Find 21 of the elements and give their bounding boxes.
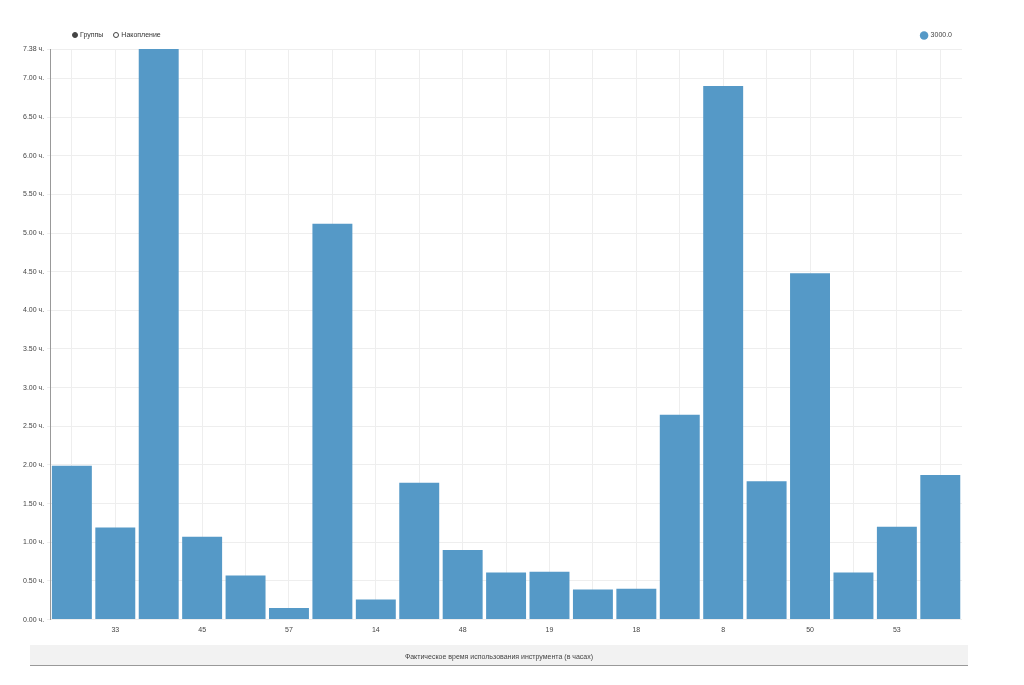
bar (790, 273, 830, 620)
bar (833, 572, 874, 620)
bar (182, 536, 223, 620)
bar (269, 608, 309, 620)
bar (442, 550, 483, 620)
bar (659, 414, 700, 620)
bar (876, 526, 917, 620)
bar (703, 86, 744, 620)
bar (138, 49, 179, 620)
bar (616, 588, 657, 620)
bar (399, 482, 440, 620)
bar (529, 571, 570, 620)
bar (355, 599, 396, 620)
bar (312, 223, 353, 620)
bar (225, 575, 266, 620)
bar (486, 572, 527, 620)
bar (572, 589, 613, 620)
bar (51, 465, 92, 620)
bar (746, 481, 787, 620)
bar (920, 475, 961, 620)
bar (95, 527, 136, 620)
